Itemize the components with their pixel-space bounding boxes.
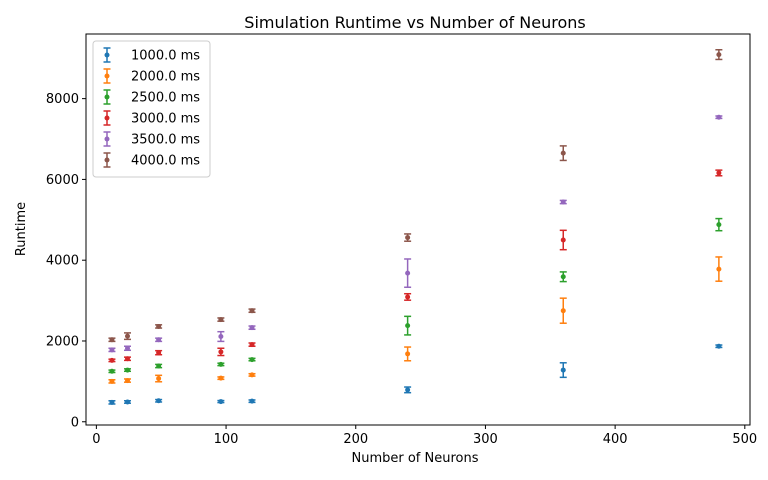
x-tick-label: 100 (214, 432, 239, 447)
data-point (109, 399, 115, 405)
data-point (156, 376, 162, 382)
data-point (716, 170, 722, 176)
data-point (405, 351, 411, 357)
data-point (218, 361, 224, 367)
legend-entry: 1000.0 ms (103, 47, 200, 64)
legend-entry: 2000.0 ms (103, 68, 200, 85)
series-2 (108, 256, 723, 384)
data-point (405, 323, 411, 329)
legend-marker (104, 115, 110, 121)
legend-entry: 3500.0 ms (103, 131, 200, 148)
data-point (109, 368, 115, 374)
x-tick-label: 300 (473, 432, 498, 447)
data-point (249, 342, 255, 348)
data-point (560, 274, 566, 280)
data-point (218, 399, 224, 405)
legend-label: 4000.0 ms (131, 154, 200, 169)
data-point (125, 367, 130, 373)
data-point (218, 317, 224, 323)
legend-entry: 2500.0 ms (103, 89, 200, 106)
data-point (109, 337, 115, 343)
legend-marker (104, 136, 110, 142)
x-tick-label: 400 (603, 432, 628, 447)
data-point (405, 235, 411, 241)
legend-marker (104, 157, 110, 163)
data-point (218, 349, 224, 355)
data-point (156, 350, 162, 356)
data-point (249, 308, 255, 314)
series-3 (108, 217, 723, 374)
data-point (560, 237, 566, 243)
data-point (249, 357, 255, 363)
data-point (405, 294, 411, 300)
y-tick-label: 0 (71, 415, 79, 430)
data-point (716, 114, 722, 120)
legend-marker (104, 94, 110, 100)
data-point (716, 52, 722, 58)
legend-marker (104, 73, 110, 79)
data-point (125, 333, 130, 339)
data-point (716, 222, 722, 228)
data-point (109, 378, 115, 384)
legend-label: 2000.0 ms (131, 70, 200, 85)
data-point (156, 337, 162, 343)
axis-ticks: 0 100 200 300 400 500 0 2000 4000 6000 8000 (46, 92, 757, 447)
data-point (109, 357, 115, 363)
data-point (218, 375, 224, 381)
legend-marker (104, 52, 110, 58)
chart-title: Simulation Runtime vs Number of Neurons (244, 13, 585, 32)
y-tick-label: 4000 (46, 254, 79, 269)
plot-area (108, 49, 723, 405)
legend: 1000.0 ms 2000.0 ms 2500.0 ms 3000.0 ms 3500… (92, 40, 211, 178)
series-4 (108, 169, 723, 363)
data-point (560, 199, 566, 205)
data-point (125, 378, 130, 384)
data-point (560, 367, 566, 373)
legend-label: 1000.0 ms (131, 49, 200, 64)
x-tick-label: 200 (343, 432, 368, 447)
data-point (560, 308, 566, 314)
data-point (125, 399, 130, 405)
legend-label: 2500.0 ms (131, 91, 200, 106)
y-tick-label: 6000 (46, 173, 79, 188)
legend-label: 3000.0 ms (131, 112, 200, 127)
data-point (125, 345, 130, 351)
y-axis-label: Runtime (14, 202, 29, 256)
data-point (109, 347, 115, 353)
data-point (405, 270, 411, 276)
series-5 (108, 114, 723, 353)
x-tick-label: 0 (92, 432, 100, 447)
data-point (218, 334, 224, 340)
data-point (249, 325, 255, 331)
y-tick-label: 8000 (46, 92, 79, 107)
data-point (249, 372, 255, 378)
axes-frame (85, 33, 751, 426)
data-point (716, 343, 722, 349)
legend-entry: 3000.0 ms (103, 110, 200, 127)
x-tick-label: 500 (732, 432, 757, 447)
data-point (560, 150, 566, 156)
data-point (156, 363, 162, 369)
legend-label: 3500.0 ms (131, 133, 200, 148)
data-point (156, 323, 162, 329)
data-point (249, 398, 255, 404)
legend-frame (92, 40, 211, 178)
series-1 (108, 343, 723, 405)
legend-entry: 4000.0 ms (103, 152, 200, 169)
data-point (125, 356, 130, 362)
data-point (716, 266, 722, 272)
data-point (156, 398, 162, 404)
y-tick-label: 2000 (46, 334, 79, 349)
x-axis-label: Number of Neurons (351, 451, 478, 466)
data-point (405, 387, 411, 393)
series-6 (108, 49, 723, 343)
